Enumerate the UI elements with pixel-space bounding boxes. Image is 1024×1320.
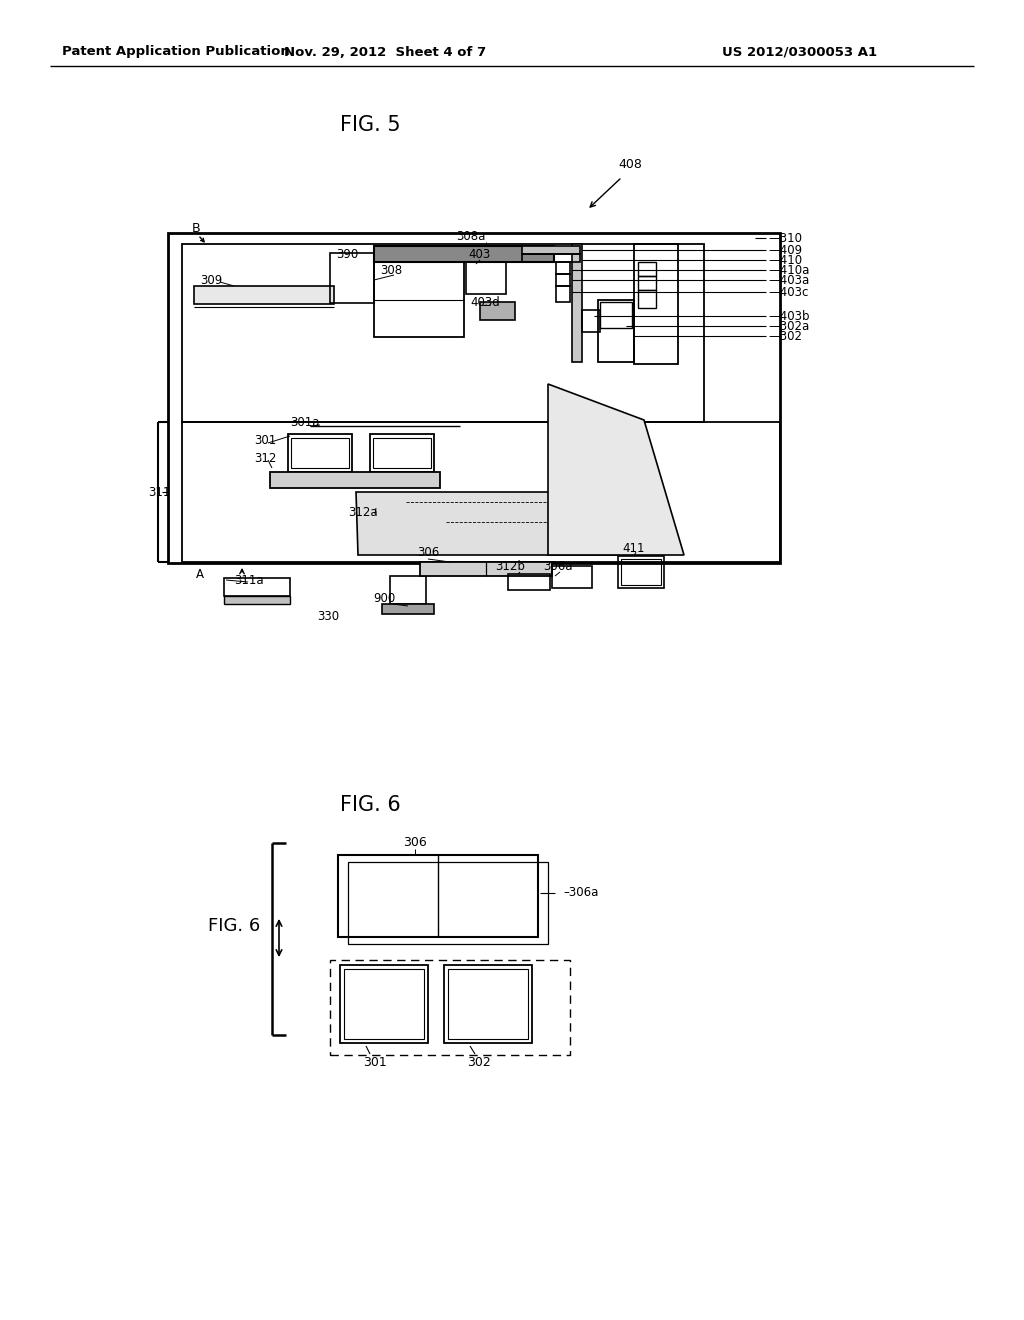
Bar [556, 286, 570, 302]
Bar [370, 434, 434, 473]
Text: 312b: 312b [495, 560, 525, 573]
Bar [330, 253, 374, 304]
Bar [330, 960, 570, 1055]
Text: —403b: —403b [768, 309, 810, 322]
Bar [338, 855, 538, 937]
Bar [449, 969, 528, 1039]
Text: —302a: —302a [768, 319, 809, 333]
Bar [634, 244, 678, 364]
Bar [556, 261, 570, 275]
Text: 403d: 403d [470, 296, 500, 309]
Bar [340, 965, 428, 1043]
Text: —410: —410 [768, 253, 802, 267]
Bar [600, 302, 632, 327]
Bar [466, 261, 506, 294]
Text: 312a: 312a [348, 506, 378, 519]
Bar [270, 473, 440, 488]
Text: 301: 301 [254, 433, 276, 446]
Text: 311: 311 [148, 486, 170, 499]
Bar [382, 605, 434, 614]
Text: –306a: –306a [563, 887, 598, 899]
Text: 308: 308 [380, 264, 402, 276]
Text: FIG. 5: FIG. 5 [340, 115, 400, 135]
Bar [598, 300, 634, 362]
Text: 408: 408 [618, 158, 642, 172]
Text: —302: —302 [768, 330, 802, 342]
Text: 301a: 301a [290, 416, 319, 429]
Bar [522, 253, 580, 261]
Text: 900: 900 [373, 591, 395, 605]
Bar [556, 275, 570, 286]
Text: Patent Application Publication: Patent Application Publication [62, 45, 290, 58]
Text: 306: 306 [403, 837, 427, 850]
Text: 308a: 308a [456, 230, 485, 243]
Bar [508, 574, 550, 590]
Bar [638, 276, 656, 290]
Text: —409: —409 [768, 243, 802, 256]
Text: 302: 302 [467, 1056, 490, 1068]
Text: FIG. 6: FIG. 6 [208, 917, 260, 935]
Bar [638, 261, 656, 276]
Bar [344, 969, 424, 1039]
Text: 311a: 311a [234, 573, 263, 586]
Text: FIG. 6: FIG. 6 [340, 795, 400, 814]
Text: B: B [193, 222, 201, 235]
Bar [224, 578, 290, 597]
Bar [621, 558, 662, 585]
Bar [582, 310, 600, 333]
Bar [374, 261, 464, 337]
Text: 306a: 306a [544, 560, 572, 573]
Text: —403a: —403a [768, 273, 809, 286]
Text: 309: 309 [200, 273, 222, 286]
Bar [522, 246, 580, 253]
Bar [638, 290, 656, 308]
Bar [224, 597, 290, 605]
Text: —410a: —410a [768, 264, 809, 276]
Bar [373, 438, 431, 469]
Text: Nov. 29, 2012  Sheet 4 of 7: Nov. 29, 2012 Sheet 4 of 7 [284, 45, 486, 58]
Text: US 2012/0300053 A1: US 2012/0300053 A1 [722, 45, 878, 58]
Bar [288, 434, 352, 473]
Bar [291, 438, 349, 469]
Bar [618, 556, 664, 587]
Polygon shape [548, 384, 684, 554]
Text: 403: 403 [468, 248, 490, 261]
Text: —310: —310 [768, 231, 802, 244]
Text: 301: 301 [364, 1056, 387, 1068]
Bar [390, 576, 426, 605]
Text: 411: 411 [622, 541, 644, 554]
Text: 312: 312 [254, 451, 276, 465]
Bar [572, 244, 582, 362]
Bar [374, 246, 554, 261]
Text: A: A [196, 569, 204, 582]
Bar [182, 244, 705, 422]
Text: 306: 306 [417, 546, 439, 560]
Text: 390: 390 [336, 248, 358, 261]
Bar [168, 234, 780, 564]
Polygon shape [356, 492, 618, 554]
Bar [348, 862, 548, 944]
Bar [552, 566, 592, 587]
Text: 330: 330 [317, 610, 339, 623]
Bar [182, 422, 780, 562]
Text: —403c: —403c [768, 285, 808, 298]
Bar [444, 965, 532, 1043]
Bar [420, 562, 552, 576]
Bar [480, 302, 515, 319]
Bar [194, 286, 334, 304]
